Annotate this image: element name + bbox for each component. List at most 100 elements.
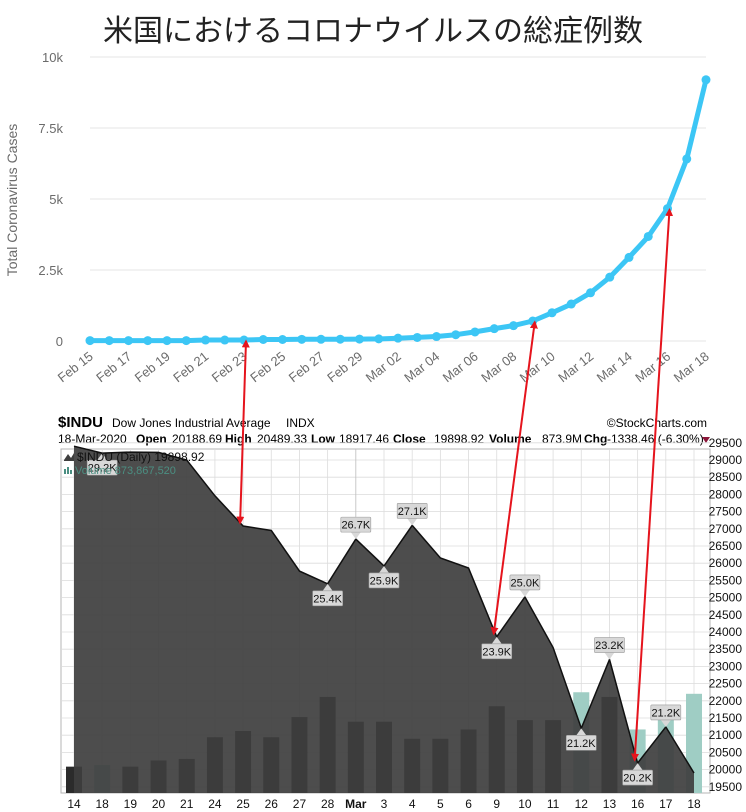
- annotation-label: 23.2K: [595, 640, 624, 652]
- annotation-pointer: [491, 636, 502, 644]
- covid-data-point: [528, 316, 538, 326]
- covid-data-point: [124, 336, 133, 346]
- covid-data-point: [470, 327, 480, 337]
- annotation-pointer: [350, 532, 361, 540]
- covid-x-tick-label: Mar 14: [594, 349, 635, 386]
- stock-x-tick-label: 20: [152, 797, 166, 811]
- price-annotation: 25.9K: [368, 565, 400, 589]
- annotation-box: [481, 643, 513, 660]
- annotation-label: 25.9K: [370, 575, 399, 587]
- annotation-label: 26.7K: [341, 520, 370, 532]
- stock-y-tick-label: 23500: [709, 642, 743, 656]
- stock-y-tick-label: 27000: [709, 522, 743, 536]
- stock-y-tick-label: 24500: [709, 608, 743, 622]
- stock-y-tick-label: 26000: [709, 556, 743, 570]
- covid-y-tick-label: 10k: [42, 50, 63, 65]
- covid-x-tick-label: Feb 17: [93, 349, 134, 386]
- stock-y-tick-label: 20500: [709, 745, 743, 759]
- stock-legend-volume: Volume 873,867,520: [75, 465, 176, 477]
- covid-data-point: [278, 334, 287, 344]
- stock-x-tick-label: 5: [437, 797, 444, 811]
- stock-x-tick-label: Mar: [345, 797, 367, 811]
- stock-chg-label: Chg: [584, 432, 607, 446]
- covid-data-point: [586, 288, 595, 298]
- annotation-pointer: [97, 453, 108, 461]
- covid-x-tick-label: Mar 18: [671, 349, 712, 386]
- covid-data-point: [566, 299, 576, 309]
- stock-volume-value: 873.9M: [542, 432, 582, 446]
- covid-data-point: [682, 154, 692, 164]
- covid-data-point: [104, 336, 114, 346]
- annotation-label: 21.2K: [651, 707, 680, 719]
- stock-date: 18-Mar-2020: [58, 432, 127, 446]
- stock-chg-value: -1338.46 (-6.30%): [607, 432, 704, 446]
- covid-data-point: [451, 330, 461, 340]
- stock-x-tick-label: 27: [293, 797, 307, 811]
- covid-data-point: [643, 231, 653, 241]
- stock-x-tick-label: 13: [603, 797, 617, 811]
- covid-gridlines: [90, 56, 706, 342]
- covid-x-tick-label: Feb 23: [209, 349, 250, 386]
- stock-symbol: $INDU: [58, 414, 103, 431]
- stock-name: Dow Jones Industrial Average: [112, 416, 271, 430]
- covid-data-point: [201, 335, 210, 345]
- stock-legend-price: $INDU (Daily) 19898.92: [77, 450, 205, 464]
- covid-data-point: [489, 324, 499, 334]
- annotation-label: 27.1K: [398, 506, 427, 518]
- annotation-box: [622, 769, 653, 786]
- stock-y-tick-label: 29000: [709, 453, 743, 467]
- stock-low-label: Low: [311, 432, 336, 446]
- covid-series-points: [85, 75, 711, 346]
- annotation-box: [340, 516, 372, 533]
- stock-source: ©StockCharts.com: [607, 416, 707, 430]
- stock-volume-label: Volume: [489, 432, 532, 446]
- volume-series-icon: [64, 467, 72, 474]
- annotation-label: 20.2K: [623, 773, 652, 785]
- annotation-pointer: [322, 583, 333, 591]
- stock-y-axis: 19500 20000 20500 21000 21500 22000 22500 23000…: [709, 436, 743, 794]
- stock-x-axis: 14 18 19 20 21 24 25 26 27 28 Mar 3 4 5 6 9 10 11 12 13 16 17…: [67, 797, 701, 811]
- covid-data-point: [663, 204, 672, 214]
- covid-y-axis-label: Total Coronavirus Cases: [4, 124, 20, 277]
- covid-data-point: [162, 336, 172, 346]
- covid-x-tick-label: Feb 15: [55, 349, 96, 386]
- annotation-label: 21.2K: [567, 738, 596, 750]
- price-annotation: 27.1K: [396, 503, 428, 526]
- stock-x-tick-label: 14: [67, 797, 81, 811]
- price-annotation: 26.7K: [340, 516, 372, 540]
- covid-data-point: [143, 336, 153, 346]
- annotation-box: [86, 459, 118, 476]
- stock-x-tick-label: 6: [465, 797, 472, 811]
- annotation-box: [396, 503, 428, 519]
- covid-x-tick-label: Feb 29: [324, 349, 365, 386]
- covid-data-point: [220, 335, 230, 345]
- stock-y-tick-label: 22000: [709, 694, 743, 708]
- covid-y-tick-label: 2.5k: [38, 263, 63, 278]
- stock-high-label: High: [225, 432, 252, 446]
- annotation-pointer: [632, 763, 643, 771]
- annotation-box: [312, 590, 343, 607]
- stock-y-tick-label: 24000: [709, 625, 743, 639]
- covid-data-point: [624, 252, 634, 262]
- annotation-pointer: [407, 518, 418, 526]
- stock-y-tick-label: 20000: [709, 763, 743, 777]
- covid-data-point: [258, 334, 268, 344]
- stock-x-tick-label: 10: [518, 797, 532, 811]
- annotation-box: [368, 572, 400, 589]
- stock-x-tick-label: 9: [493, 797, 500, 811]
- stock-y-tick-label: 23000: [709, 659, 743, 673]
- price-annotation: 23.9K: [481, 636, 513, 660]
- annotation-label: 29.2K: [88, 463, 117, 475]
- annotation-box: [565, 735, 597, 751]
- stock-chart: $INDU Dow Jones Industrial Average INDX …: [55, 408, 746, 812]
- covid-data-point: [393, 333, 403, 343]
- annotation-label: 25.0K: [511, 577, 540, 589]
- covid-data-point: [605, 272, 615, 282]
- covid-data-point: [547, 308, 557, 318]
- annotation-label: 23.9K: [482, 646, 511, 658]
- covid-x-tick-label: Mar 08: [478, 349, 519, 386]
- stock-x-tick-label: 18: [96, 797, 110, 811]
- stock-x-tick-label: 19: [124, 797, 138, 811]
- stock-exchange: INDX: [286, 416, 315, 430]
